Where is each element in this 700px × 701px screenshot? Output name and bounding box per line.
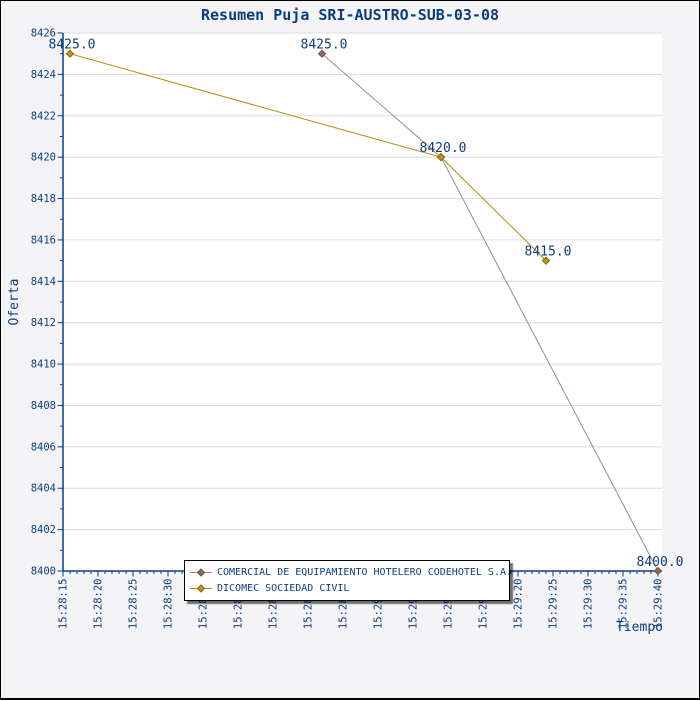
y-tick-label: 8406 [31, 441, 56, 453]
plot-background [63, 33, 662, 571]
y-tick-label: 8426 [31, 28, 56, 40]
y-tick-label: 8418 [31, 193, 56, 205]
y-tick-label: 8410 [31, 359, 56, 371]
legend: COMERCIAL DE EQUIPAMIENTO HOTELERO CODEH… [184, 560, 512, 601]
legend-label: COMERCIAL DE EQUIPAMIENTO HOTELERO CODEH… [217, 567, 513, 578]
y-gridlines [63, 32, 662, 572]
y-axis-tick-labels: 8400 8402 8404 8406 8408 8410 8412 8414 8416 8418… [31, 28, 56, 578]
x-tick-label: 15:29:25 [548, 579, 560, 630]
x-axis-title: Tiempo [616, 620, 663, 635]
data-point-label: 8425.0 [49, 38, 96, 53]
y-axis-ticks [57, 32, 63, 572]
series-line-marker-icon [190, 568, 212, 577]
y-tick-label: 8414 [31, 276, 56, 288]
y-tick-label: 8402 [31, 524, 56, 536]
x-tick-label: 15:29:35 [618, 579, 630, 630]
y-tick-label: 8420 [31, 152, 56, 164]
data-point-label: 8420.0 [420, 141, 467, 156]
data-point-label: 8425.0 [301, 38, 348, 53]
legend-label: DICOMEC SOCIEDAD CIVIL [217, 583, 350, 594]
data-point-marker [317, 49, 327, 58]
data-point-marker [436, 152, 446, 162]
x-tick-label: 15:28:20 [93, 579, 105, 630]
y-axis-title: Oferta [7, 278, 22, 326]
x-tick-label: 15:29:30 [583, 579, 595, 630]
series-line-marker-icon [190, 584, 212, 593]
y-tick-label: 8400 [31, 566, 56, 578]
y-tick-label: 8404 [31, 483, 56, 495]
x-tick-label: 15:28:25 [128, 579, 140, 630]
y-tick-label: 8424 [31, 69, 56, 81]
data-point-marker [65, 49, 75, 58]
x-tick-label: 15:29:40 [653, 579, 665, 630]
y-tick-label: 8408 [31, 400, 56, 412]
x-tick-label: 15:28:30 [163, 579, 175, 630]
x-tick-label: 15:29:20 [513, 579, 525, 630]
data-point-marker [653, 566, 663, 576]
data-point-marker [541, 256, 551, 265]
legend-entry-dicomec: DICOMEC SOCIEDAD CIVIL [190, 581, 505, 596]
data-point-label: 8400.0 [637, 555, 684, 570]
data-point-label: 8415.0 [525, 245, 572, 260]
legend-entry-comercial: COMERCIAL DE EQUIPAMIENTO HOTELERO CODEH… [190, 565, 512, 580]
y-tick-label: 8422 [31, 110, 56, 122]
chart-title: Resumen Puja SRI-AUSTRO-SUB-03-08 [200, 6, 499, 24]
y-tick-label: 8416 [31, 234, 56, 246]
y-tick-label: 8412 [31, 317, 56, 329]
x-tick-label: 15:28:15 [58, 579, 70, 630]
